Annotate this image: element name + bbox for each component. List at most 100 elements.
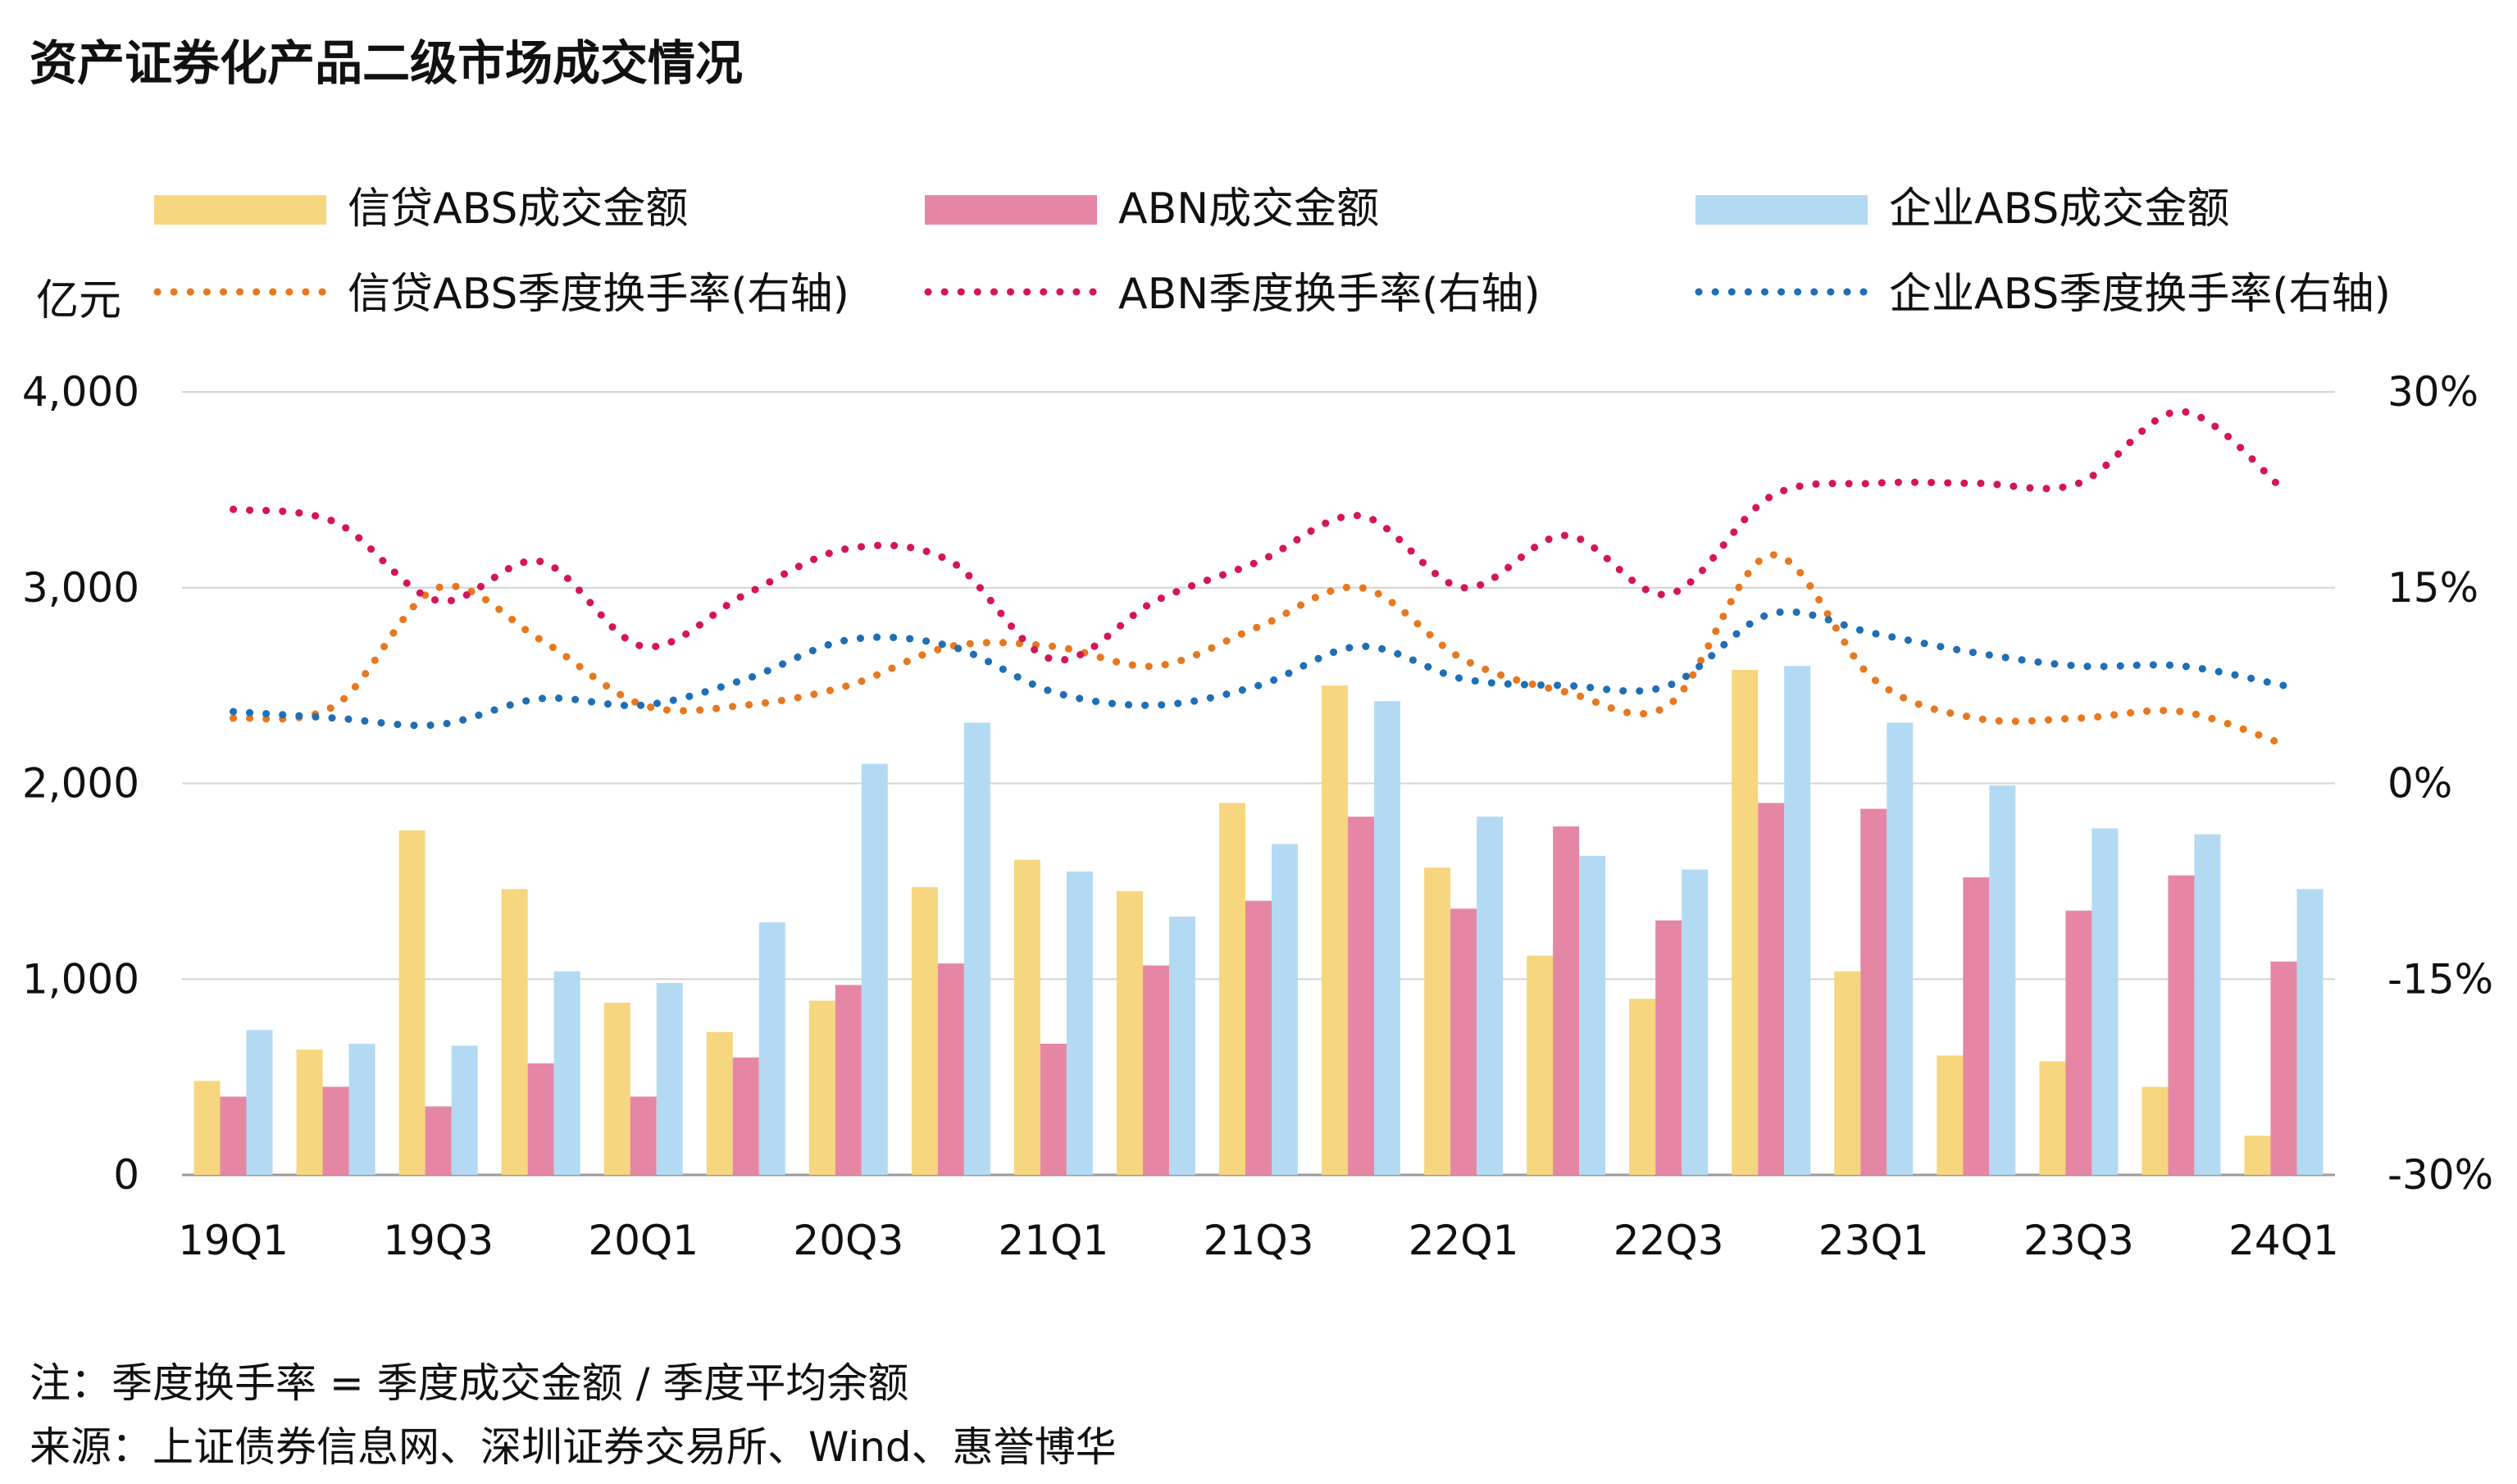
x-tick-label: 20Q3 <box>793 1217 903 1264</box>
bar <box>1272 844 1298 1175</box>
bar <box>1322 685 1349 1175</box>
bar <box>2091 828 2119 1175</box>
bar <box>1013 859 1040 1175</box>
bar <box>2194 834 2221 1175</box>
bars <box>193 666 2324 1175</box>
bar <box>296 1049 323 1175</box>
x-tick-label: 22Q3 <box>1614 1217 1724 1264</box>
right-tick-label: 30% <box>2387 368 2478 416</box>
right-tick-label: 0% <box>2387 760 2452 808</box>
bar <box>1477 817 1504 1175</box>
bar <box>706 1031 733 1175</box>
x-tick-label: 20Q1 <box>588 1217 699 1264</box>
x-tick-label: 23Q3 <box>2023 1217 2134 1264</box>
x-tick-label: 24Q1 <box>2228 1217 2339 1264</box>
bar <box>193 1081 221 1175</box>
footnote-source: 来源：上证债券信息网、深圳证券交易所、Wind、惠誉博华 <box>30 1423 1117 1471</box>
x-tick-label: 23Q1 <box>1818 1217 1929 1264</box>
x-tick-label: 19Q3 <box>383 1217 494 1264</box>
bar <box>553 971 580 1175</box>
bar <box>1142 965 1169 1175</box>
bar <box>911 887 938 1175</box>
bar <box>1963 877 1990 1175</box>
bar <box>1989 785 2016 1175</box>
bar <box>246 1030 273 1175</box>
right-tick-label: -30% <box>2387 1151 2493 1199</box>
bar <box>1784 666 1811 1175</box>
bar <box>1116 890 1143 1175</box>
series-line <box>230 407 2287 664</box>
bar <box>1245 900 1272 1175</box>
bar <box>1219 803 1245 1175</box>
bar <box>2296 889 2324 1175</box>
bar <box>2039 1061 2066 1175</box>
series-line <box>230 608 2287 730</box>
bar <box>2141 1086 2169 1175</box>
bar <box>1066 871 1093 1175</box>
bar <box>1937 1055 1964 1175</box>
bar <box>1168 916 1195 1175</box>
bar <box>861 763 888 1175</box>
left-axis-unit-label: 亿元 <box>36 276 121 325</box>
bar <box>348 1044 376 1175</box>
bar <box>451 1045 478 1175</box>
bar <box>1579 855 1606 1175</box>
bar <box>937 963 964 1175</box>
left-tick-label: 1,000 <box>22 955 139 1003</box>
bar <box>1655 920 1682 1175</box>
bar <box>1682 869 1709 1175</box>
bar <box>1834 971 1861 1175</box>
bar <box>758 922 785 1175</box>
left-tick-label: 2,000 <box>22 760 139 808</box>
bar <box>501 889 528 1175</box>
right-tick-label: -15% <box>2387 955 2493 1003</box>
left-tick-label: 3,000 <box>22 564 139 612</box>
bar <box>1887 722 1914 1175</box>
bar <box>425 1106 452 1175</box>
x-axis-ticks: 19Q1 19Q3 20Q1 20Q3 21Q1 21Q3 22Q1 22Q3 23Q1 23Q3… <box>178 1217 2339 1264</box>
bar <box>220 1096 247 1175</box>
bar <box>527 1063 554 1175</box>
right-tick-label: 15% <box>2387 564 2478 612</box>
bar <box>322 1086 349 1175</box>
bar <box>732 1057 759 1175</box>
legend-swatch <box>154 195 326 225</box>
legend-label: ABN成交金额 <box>1118 184 1379 234</box>
bar <box>1040 1044 1067 1175</box>
legend-label: 企业ABS季度换手率(右轴) <box>1889 270 2391 319</box>
bar <box>2270 961 2297 1175</box>
bar <box>1629 999 1656 1175</box>
x-tick-label: 21Q3 <box>1204 1217 1314 1264</box>
bar <box>603 1002 630 1175</box>
left-axis-ticks: 0 1,000 2,000 3,000 4,000 <box>22 368 139 1199</box>
bar <box>1860 808 1887 1175</box>
right-axis-ticks: -30% -15% 0% 15% 30% <box>2387 368 2493 1199</box>
legend-swatch <box>1695 195 1868 225</box>
bar <box>1374 701 1401 1175</box>
series-line <box>230 551 2287 749</box>
legend-swatch <box>925 195 1097 225</box>
x-tick-label: 19Q1 <box>178 1217 289 1264</box>
x-tick-label: 21Q1 <box>999 1217 1109 1264</box>
bar <box>1732 670 1759 1175</box>
bar <box>2065 910 2092 1175</box>
bar <box>1758 803 1785 1175</box>
bar <box>963 722 990 1175</box>
bar <box>398 830 426 1175</box>
legend-label: ABN季度换手率(右轴) <box>1118 270 1541 319</box>
chart-title: 资产证券化产品二级市场成交情况 <box>30 35 744 91</box>
bar <box>835 985 862 1175</box>
x-tick-label: 22Q1 <box>1409 1217 1519 1264</box>
left-tick-label: 4,000 <box>22 368 139 416</box>
bar <box>2244 1136 2271 1175</box>
legend-label: 信贷ABS成交金额 <box>348 184 688 234</box>
footnotes: 注：季度换手率 = 季度成交金额 / 季度平均余额 来源：上证债券信息网、深圳证… <box>30 1351 1117 1479</box>
bar <box>1348 817 1375 1175</box>
bar <box>2168 875 2195 1175</box>
bar <box>656 983 683 1175</box>
legend-label: 信贷ABS季度换手率(右轴) <box>348 270 849 319</box>
lines <box>230 407 2287 749</box>
bar <box>1424 867 1451 1175</box>
